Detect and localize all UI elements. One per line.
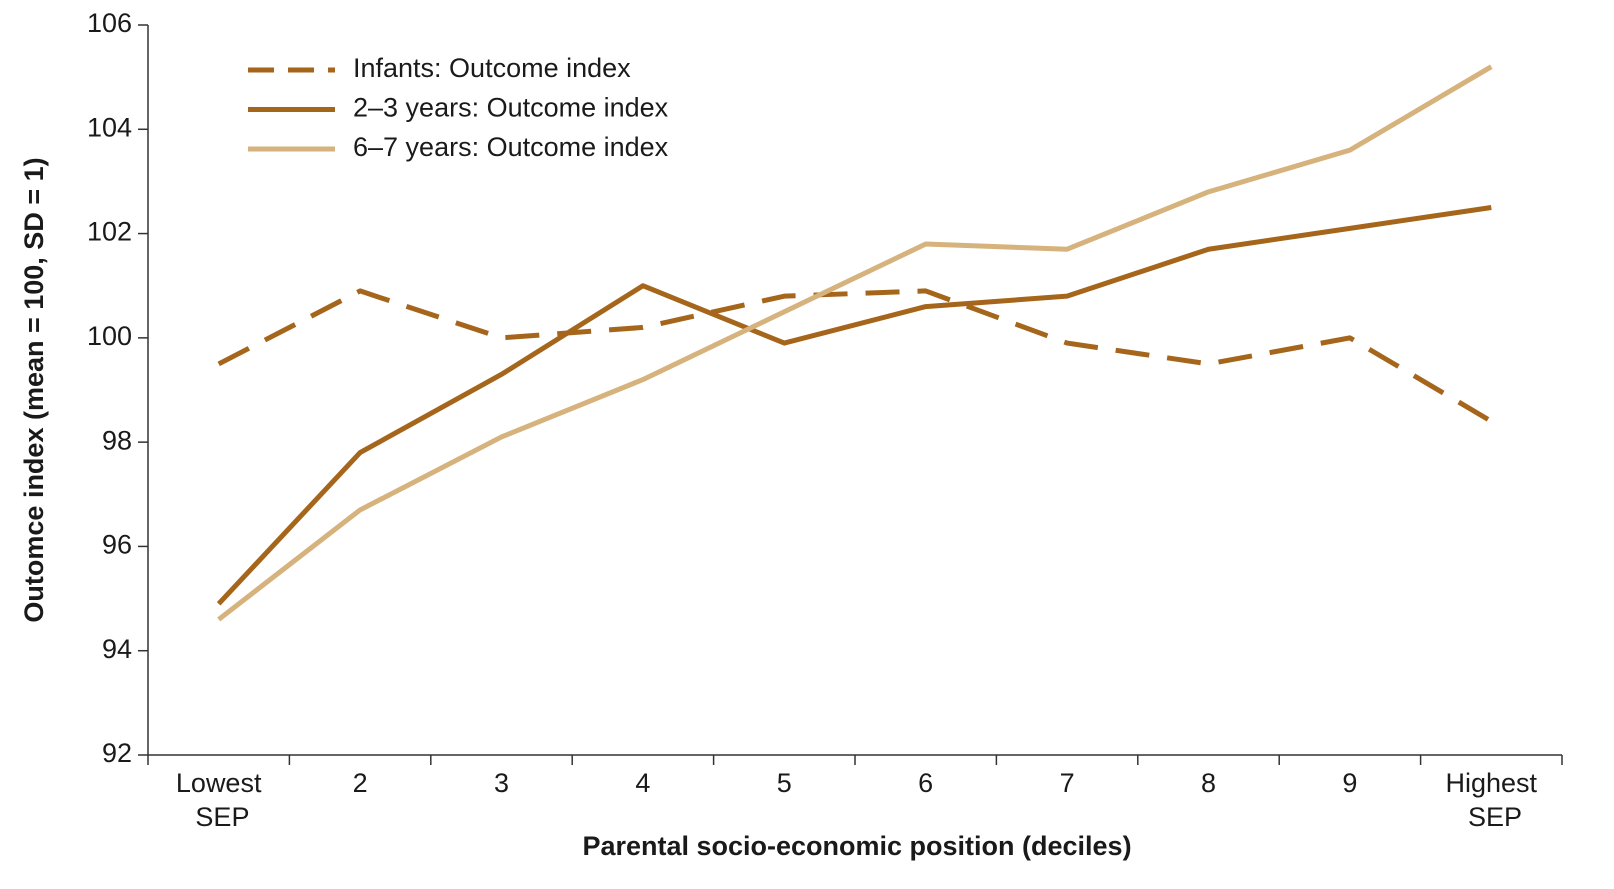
x-tick-label: 5	[777, 768, 792, 798]
series-line	[216, 205, 1492, 606]
x-tick-label: 2	[353, 768, 368, 798]
y-tick-label: 94	[102, 634, 132, 664]
y-tick-label: 96	[102, 530, 132, 560]
y-tick-label: 100	[87, 321, 132, 351]
x-tick-label: 6	[918, 768, 933, 798]
y-tick-label: 92	[102, 738, 132, 768]
x-tick-label: 9	[1342, 768, 1357, 798]
series-line	[217, 64, 1493, 622]
legend-label: 6–7 years: Outcome index	[353, 132, 669, 162]
legend-label: Infants: Outcome index	[353, 53, 631, 83]
y-axis-label: Outomce index (mean = 100, SD = 1)	[19, 157, 49, 622]
x-tick-label: Highest SEP	[1446, 768, 1538, 832]
x-tick-label: Lowest SEP	[176, 768, 262, 832]
x-tick-label: 7	[1060, 768, 1075, 798]
y-tick-label: 102	[87, 217, 132, 247]
y-tick-label: 98	[102, 425, 132, 455]
x-tick-label: 3	[494, 768, 509, 798]
legend-label: 2–3 years: Outcome index	[353, 93, 669, 123]
x-tick-label: 4	[635, 768, 650, 798]
y-tick-label: 104	[87, 112, 132, 142]
x-tick-label: 8	[1201, 768, 1216, 798]
x-axis-label: Parental socio-economic position (decile…	[582, 831, 1131, 861]
y-tick-label: 106	[87, 8, 132, 38]
series-line	[217, 288, 1493, 424]
